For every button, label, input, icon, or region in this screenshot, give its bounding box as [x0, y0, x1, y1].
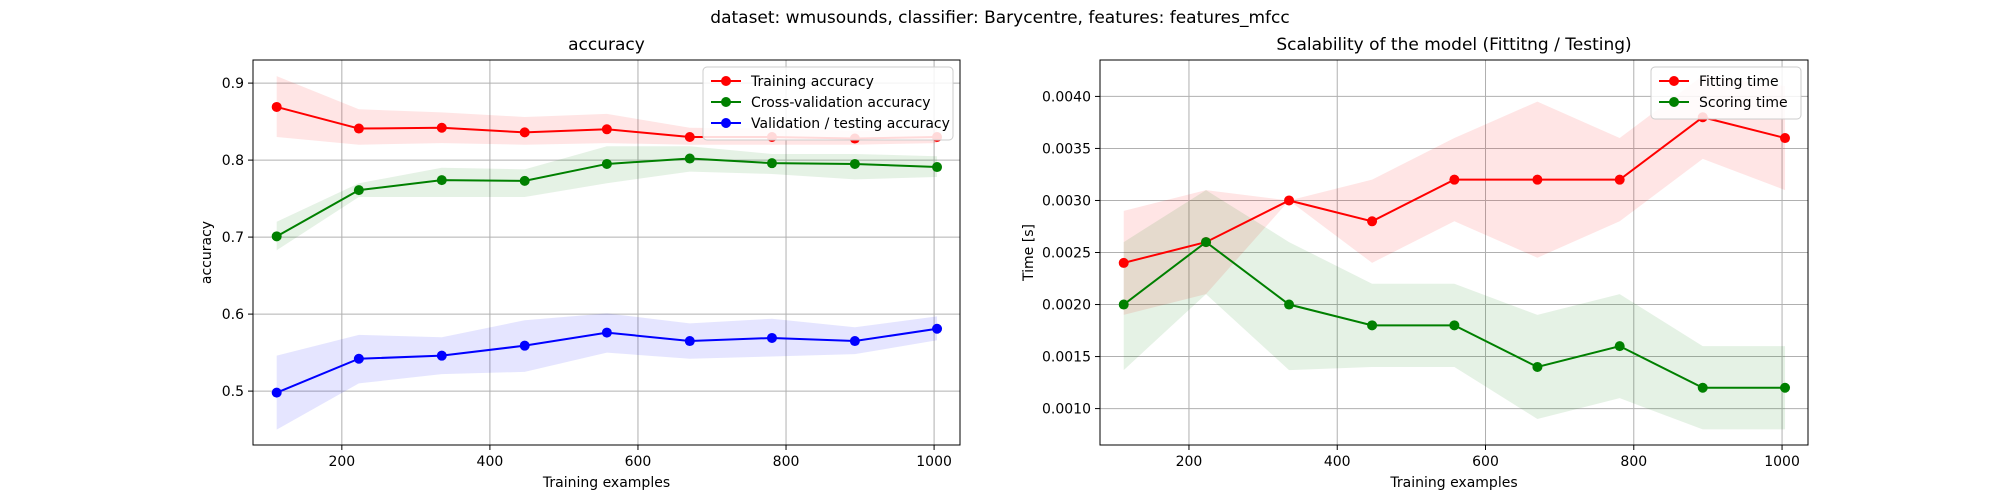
scoring-time-point: [1614, 341, 1625, 352]
legend-label: Fitting time: [1699, 74, 1779, 90]
y-tick-label: 0.0025: [1042, 246, 1091, 262]
validation-testing-accuracy-point: [601, 327, 612, 338]
validation-testing-accuracy-point: [684, 336, 695, 347]
panel-title: accuracy: [568, 35, 645, 55]
y-axis-label: Time [s]: [1021, 224, 1037, 282]
scoring-time-point: [1118, 299, 1129, 310]
x-axis-label: Training examples: [1389, 475, 1517, 491]
legend-marker: [721, 76, 731, 86]
scoring-time-point: [1532, 361, 1543, 372]
legend-label: Training accuracy: [750, 74, 874, 90]
validation-testing-accuracy-point: [932, 323, 943, 334]
scoring-time-point: [1201, 237, 1212, 248]
y-axis-label: accuracy: [199, 221, 215, 284]
x-tick-label: 800: [773, 454, 800, 470]
cross-validation-accuracy-band: [276, 146, 938, 251]
y-tick-label: 0.5: [222, 384, 244, 400]
scoring-time-band: [1123, 190, 1786, 430]
validation-testing-accuracy-point: [849, 336, 860, 347]
x-axis-label: Training examples: [542, 475, 670, 491]
cross-validation-accuracy-point: [601, 158, 612, 169]
legend-marker: [1669, 76, 1679, 86]
training-accuracy-point: [519, 127, 530, 138]
cross-validation-accuracy-point: [271, 231, 282, 242]
scoring-time-point: [1367, 320, 1378, 331]
legend-marker: [721, 118, 731, 128]
y-tick-label: 0.0030: [1042, 193, 1091, 209]
training-accuracy-point: [436, 122, 447, 133]
x-tick-label: 400: [477, 454, 504, 470]
cross-validation-accuracy-point: [436, 175, 447, 186]
figure-suptitle: dataset: wmusounds, classifier: Barycent…: [710, 8, 1289, 28]
cross-validation-accuracy-point: [766, 158, 777, 169]
axes-frame: [252, 59, 961, 446]
fitting-time-point: [1449, 174, 1460, 185]
scalability-panel: 200 400 600 800 1000 0.0010 0.0015 0.0020 0.0025…: [1021, 35, 1809, 491]
legend-label: Validation / testing accuracy: [751, 116, 950, 132]
fitting-time-point: [1284, 195, 1295, 206]
legend: Training accuracy Cross-validation accura…: [702, 66, 954, 141]
legend-box: [702, 66, 954, 141]
fitting-time-point: [1780, 133, 1791, 144]
y-tick-label: 0.9: [222, 76, 244, 92]
cross-validation-accuracy-point: [353, 185, 364, 196]
fitting-time-point: [1614, 174, 1625, 185]
legend-label: Cross-validation accuracy: [751, 95, 931, 111]
legend: Fitting time Scoring time: [1650, 66, 1802, 120]
validation-testing-accuracy-point: [436, 350, 447, 361]
validation-testing-accuracy-point: [353, 353, 364, 364]
fitting-time-band: [1123, 75, 1786, 315]
grid: [1100, 60, 1808, 445]
cross-validation-accuracy-point: [519, 175, 530, 186]
y-tick-label: 0.8: [222, 153, 244, 169]
cross-validation-accuracy-point: [684, 153, 695, 164]
scoring-time-point: [1449, 320, 1460, 331]
validation-testing-accuracy-point: [271, 387, 282, 398]
fitting-time-point: [1532, 174, 1543, 185]
y-tick-label: 0.0035: [1042, 141, 1091, 157]
y-tick-label: 0.0040: [1042, 89, 1091, 105]
y-tick-label: 0.0010: [1042, 402, 1091, 418]
y-tick-label: 0.0020: [1042, 298, 1091, 314]
scoring-time-point: [1780, 382, 1791, 393]
x-tick-label: 600: [1472, 454, 1499, 470]
panel-title: Scalability of the model (Fittitng / Tes…: [1276, 35, 1631, 55]
fitting-time-point: [1118, 257, 1129, 268]
training-accuracy-point: [271, 101, 282, 112]
x-tick-label: 800: [1620, 454, 1647, 470]
cross-validation-accuracy-point: [849, 158, 860, 169]
training-accuracy-point: [601, 124, 612, 135]
validation-testing-accuracy-point: [766, 332, 777, 343]
y-tick-label: 0.6: [222, 307, 244, 323]
y-tick-label: 0.7: [222, 230, 244, 246]
x-tick-label: 200: [1176, 454, 1203, 470]
cross-validation-accuracy-point: [932, 162, 943, 173]
x-tick-label: 200: [328, 454, 355, 470]
legend-marker: [1669, 97, 1679, 107]
y-tick-label: 0.0015: [1042, 350, 1091, 366]
validation-testing-accuracy-point: [519, 340, 530, 351]
training-accuracy-point: [684, 132, 695, 142]
fitting-time-point: [1367, 216, 1378, 227]
x-tick-label: 600: [625, 454, 652, 470]
x-tick-label: 1000: [1764, 454, 1800, 470]
legend-marker: [721, 97, 731, 107]
scoring-time-point: [1284, 299, 1295, 310]
x-tick-label: 400: [1324, 454, 1351, 470]
training-accuracy-point: [353, 123, 364, 134]
legend-label: Scoring time: [1699, 95, 1788, 111]
scoring-time-point: [1697, 382, 1708, 393]
accuracy-panel: 200 400 600 800 1000 0.5 0.6 0.7 0.8 0.9 accuracy T…: [199, 35, 961, 491]
x-tick-label: 1000: [916, 454, 952, 470]
